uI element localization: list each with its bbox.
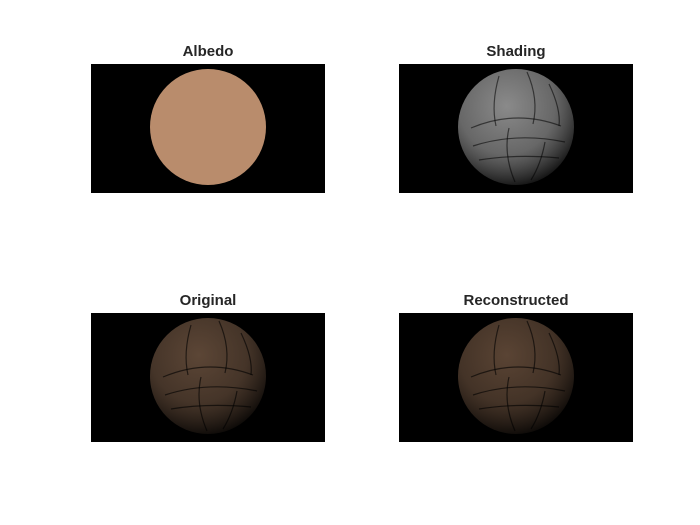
reconstructed-image	[399, 313, 633, 442]
albedo-panel: Albedo	[91, 43, 325, 193]
shading-title: Shading	[486, 43, 546, 60]
original-panel: Original	[91, 292, 325, 442]
reconstructed-ball	[458, 318, 574, 434]
shading-ball	[458, 69, 574, 185]
albedo-title: Albedo	[182, 43, 234, 60]
reconstructed-title: Reconstructed	[463, 292, 569, 309]
original-ball	[150, 318, 266, 434]
albedo-ball	[150, 69, 266, 185]
original-image	[91, 313, 325, 442]
albedo-image	[91, 64, 325, 193]
reconstructed-panel: Reconstructed	[399, 292, 633, 442]
original-title: Original	[179, 292, 237, 309]
shading-image	[399, 64, 633, 193]
shading-panel: Shading	[399, 43, 633, 193]
